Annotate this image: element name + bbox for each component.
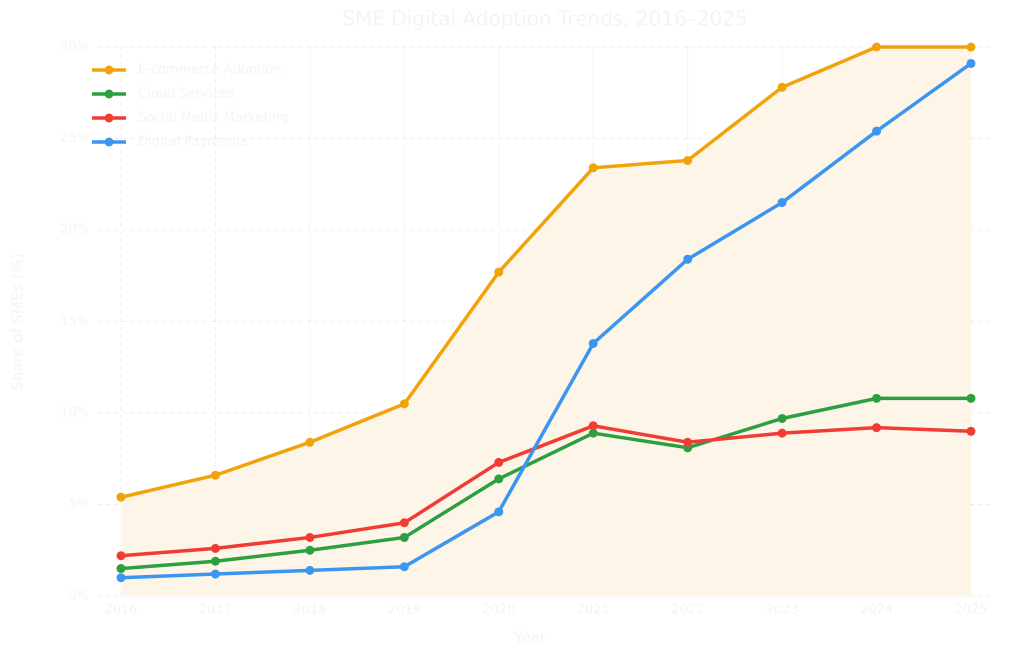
point	[305, 532, 315, 542]
point	[494, 507, 504, 517]
point	[872, 42, 882, 52]
point	[494, 457, 504, 467]
point	[210, 470, 220, 480]
legend-swatch	[104, 137, 114, 147]
point	[872, 423, 882, 433]
y-tick-label: 30%	[60, 40, 89, 55]
point	[399, 562, 409, 572]
x-tick-label: 2018	[293, 603, 326, 618]
legend-label: Social Media Marketing	[138, 111, 289, 126]
point	[399, 399, 409, 409]
line	[120, 45, 971, 499]
x-tick-label: 2021	[577, 603, 610, 618]
point	[210, 556, 220, 566]
point	[399, 518, 409, 528]
point	[872, 126, 882, 136]
point	[683, 155, 693, 165]
legend-swatch	[104, 65, 114, 75]
point	[305, 437, 315, 447]
point	[588, 421, 598, 431]
point	[210, 543, 220, 553]
point	[588, 338, 598, 348]
point	[494, 267, 504, 277]
point	[777, 82, 787, 92]
point	[683, 437, 693, 447]
x-tick-label: 2017	[199, 603, 232, 618]
point	[966, 426, 976, 436]
x-tick-label: 2025	[954, 603, 987, 618]
legend-swatch	[104, 113, 114, 123]
point	[966, 393, 976, 403]
y-tick-label: 0%	[68, 589, 89, 604]
legend-swatch	[104, 89, 114, 99]
y-axis-label: Share of SMEs (%)	[9, 253, 27, 391]
y-tick-label: 15%	[60, 314, 89, 329]
point	[777, 413, 787, 423]
point	[399, 532, 409, 542]
point	[966, 42, 976, 52]
x-tick-label: 2024	[860, 603, 893, 618]
point	[588, 163, 598, 173]
point	[116, 573, 126, 583]
line	[120, 396, 971, 571]
x-tick-label: 2023	[766, 603, 799, 618]
point	[305, 545, 315, 555]
y-tick-label: 5%	[68, 497, 89, 512]
y-tick-label: 10%	[60, 406, 89, 421]
line	[120, 424, 972, 558]
point	[305, 565, 315, 575]
area-fill	[121, 47, 971, 596]
point	[494, 474, 504, 484]
x-tick-label: 2020	[482, 603, 515, 618]
point	[777, 428, 787, 438]
x-tick-label: 2016	[104, 603, 137, 618]
point	[966, 58, 976, 68]
point	[116, 492, 126, 502]
point	[872, 393, 882, 403]
point	[116, 551, 126, 561]
point	[210, 569, 220, 579]
legend-label: Digital Payments	[138, 135, 248, 150]
x-tick-label: 2022	[671, 603, 704, 618]
legend-label: Cloud Services	[138, 87, 234, 102]
legend-label: E-commerce Adoption	[138, 63, 282, 78]
x-axis-label: Year	[513, 629, 547, 647]
line	[120, 62, 973, 580]
chart-title: SME Digital Adoption Trends, 2016–2025	[342, 7, 747, 31]
y-tick-label: 25%	[60, 131, 89, 146]
point	[588, 428, 598, 438]
point	[116, 564, 126, 574]
point	[777, 198, 787, 208]
x-tick-label: 2019	[388, 603, 421, 618]
y-tick-label: 20%	[60, 223, 89, 238]
point	[683, 254, 693, 264]
